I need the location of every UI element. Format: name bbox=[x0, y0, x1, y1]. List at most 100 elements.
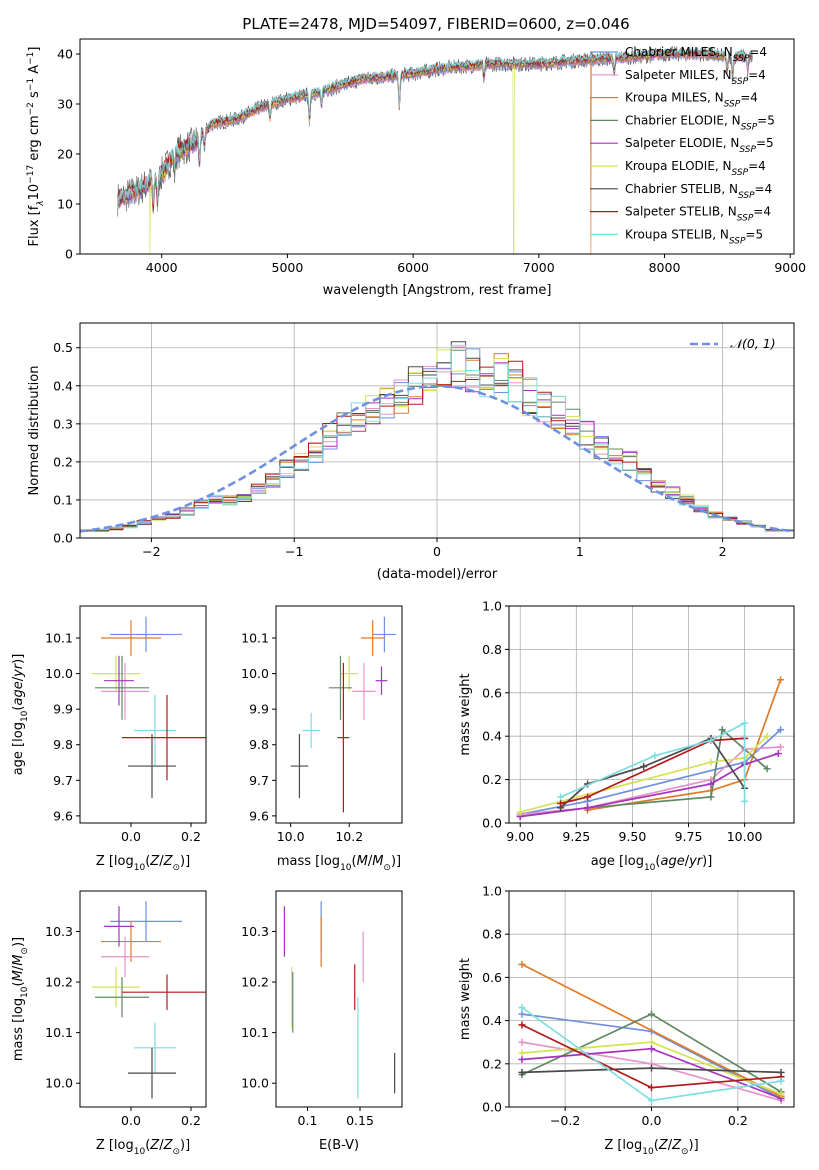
y-tick-label: 0.4 bbox=[482, 1013, 502, 1028]
label-part: mass [log bbox=[11, 998, 26, 1061]
y-tick-label: 0.2 bbox=[482, 772, 502, 787]
label-part: ] bbox=[27, 47, 42, 52]
axes-frame bbox=[79, 890, 207, 1108]
label-part: / bbox=[159, 1138, 164, 1153]
y-tick-label: 0.6 bbox=[482, 970, 502, 985]
label-part: 10 bbox=[642, 1147, 654, 1157]
histogram-kroupa-stelib bbox=[80, 344, 794, 532]
label-part: =5 bbox=[745, 227, 763, 241]
label-part: −17 bbox=[26, 165, 36, 184]
label-part: / bbox=[11, 676, 26, 681]
axes-mass-weight-vs-age: 9.00 9.25 9.50 9.75 10.00 0.0 0.2 0.4 0.6 0.8 1.0 a… bbox=[458, 599, 795, 873]
y-tick-label: 0.5 bbox=[53, 340, 73, 355]
label-part: 10 bbox=[27, 184, 42, 201]
label-part: E(B-V) bbox=[319, 1138, 359, 1153]
label-part: Kroupa ELODIE, N bbox=[625, 159, 732, 173]
y-axis-label: mass weight bbox=[458, 958, 473, 1040]
y-tick-label: 9.8 bbox=[249, 737, 269, 752]
y-tick-label: 9.7 bbox=[53, 773, 73, 788]
y-tick-label: 9.6 bbox=[53, 808, 73, 823]
figure-title: PLATE=2478, MJD=54097, FIBERID=0600, z=0… bbox=[242, 15, 629, 33]
model-spectrum-kroupa-stelib bbox=[117, 47, 753, 205]
label-part: =4 bbox=[748, 68, 766, 82]
label-part: Z bbox=[163, 1138, 174, 1153]
x-tick-label: 0.2 bbox=[181, 1113, 201, 1128]
y-tick-label: 10.1 bbox=[45, 1025, 73, 1040]
y-tick-label: 10.1 bbox=[241, 631, 269, 646]
label-part: )] bbox=[702, 854, 712, 869]
label-part: ( bbox=[352, 854, 357, 869]
axes-age-vs-mass: 10.0 10.2 9.6 9.7 9.8 9.9 10.0 10.1 mass [log10(… bbox=[241, 605, 403, 873]
plot-area bbox=[516, 676, 785, 820]
label-part: SSP bbox=[733, 54, 750, 64]
x-axis-label: E(B-V) bbox=[319, 1138, 359, 1153]
label-part: age bbox=[660, 854, 684, 869]
label-part: ( bbox=[11, 981, 26, 986]
label-part: ⊙ bbox=[172, 1147, 180, 1157]
y-tick-label: 10.0 bbox=[45, 1076, 73, 1091]
y-tick-label: 9.9 bbox=[53, 702, 73, 717]
y-tick-label: 10.0 bbox=[45, 666, 73, 681]
legend-label: Kroupa STELIB, NSSP=5 bbox=[625, 227, 763, 246]
x-tick-label: 0.0 bbox=[121, 1113, 141, 1128]
x-tick-label: 6000 bbox=[397, 260, 429, 275]
x-axis-label: Z [log10(Z/Z⊙)] bbox=[604, 1138, 698, 1157]
x-tick-label: 5000 bbox=[272, 260, 304, 275]
legend-label: Chabrier ELODIE, NSSP=5 bbox=[625, 113, 775, 132]
label-part: Flux [f bbox=[27, 205, 42, 246]
y-tick-label: 0.0 bbox=[482, 816, 502, 831]
label-part: SSP bbox=[739, 145, 756, 155]
label-part: 10 bbox=[134, 1147, 146, 1157]
label-part: / bbox=[159, 854, 164, 869]
y-tick-label: 0.2 bbox=[53, 454, 73, 469]
label-part: SSP bbox=[732, 77, 749, 87]
line-kroupa-miles bbox=[587, 679, 782, 811]
y-tick-label: 0.3 bbox=[53, 416, 73, 431]
y-tick-label: 0.8 bbox=[482, 927, 502, 942]
label-part: SSP bbox=[737, 214, 754, 224]
x-tick-label: 7000 bbox=[523, 260, 555, 275]
label-part: )] bbox=[11, 654, 26, 664]
x-axis-label: Z [log10(Z/Z⊙)] bbox=[96, 1138, 190, 1157]
label-part: M bbox=[11, 955, 26, 966]
line-kroupa-miles bbox=[521, 963, 782, 1097]
label-part: SSP bbox=[729, 236, 746, 246]
y-tick-label: 10.1 bbox=[45, 631, 73, 646]
label-part: ⊙ bbox=[172, 863, 180, 873]
legend-label: Kroupa ELODIE, NSSP=4 bbox=[625, 159, 766, 178]
label-part: =4 bbox=[755, 182, 773, 196]
y-tick-label: 9.8 bbox=[53, 737, 73, 752]
label-part: 10 bbox=[644, 863, 656, 873]
label-part: ⊙ bbox=[681, 1147, 689, 1157]
label-part: Z [log bbox=[96, 854, 134, 869]
label-part: SSP bbox=[724, 100, 741, 110]
x-tick-label: 10.2 bbox=[335, 829, 363, 844]
label-part: M bbox=[357, 854, 368, 869]
label-part: Salpeter STELIB, N bbox=[625, 205, 737, 219]
x-tick-label: 0.2 bbox=[728, 1113, 748, 1128]
plot-area bbox=[117, 45, 753, 254]
x-tick-label: 0.1 bbox=[298, 1113, 318, 1128]
label-part: Z [log bbox=[604, 1138, 642, 1153]
label-part: Kroupa STELIB, N bbox=[625, 227, 729, 241]
x-tick-label: 9000 bbox=[774, 260, 806, 275]
axes-frame bbox=[508, 890, 795, 1108]
label-part: age bbox=[11, 681, 26, 705]
label-part: 10 bbox=[134, 863, 146, 873]
label-part: mass [log bbox=[277, 854, 340, 869]
legend-label: Kroupa MILES, NSSP=4 bbox=[625, 91, 758, 110]
label-part: −1 bbox=[26, 78, 36, 91]
label-part: =5 bbox=[756, 136, 774, 150]
label-part: ( bbox=[655, 854, 660, 869]
label-part: −2 bbox=[26, 102, 36, 115]
label-part: SSP bbox=[732, 168, 749, 178]
label-part: age [log bbox=[11, 722, 26, 775]
y-axis-label: mass [log10(M/M⊙)] bbox=[11, 937, 30, 1061]
label-part: erg cm bbox=[27, 115, 42, 164]
label-part: age [log bbox=[591, 854, 644, 869]
plot-area bbox=[290, 616, 397, 813]
x-tick-label: 8000 bbox=[649, 260, 681, 275]
axes-residuals: −2 −1 0 1 2 0.0 0.1 0.2 0.3 0.4 0.5 (data-model)/er… bbox=[27, 322, 795, 582]
